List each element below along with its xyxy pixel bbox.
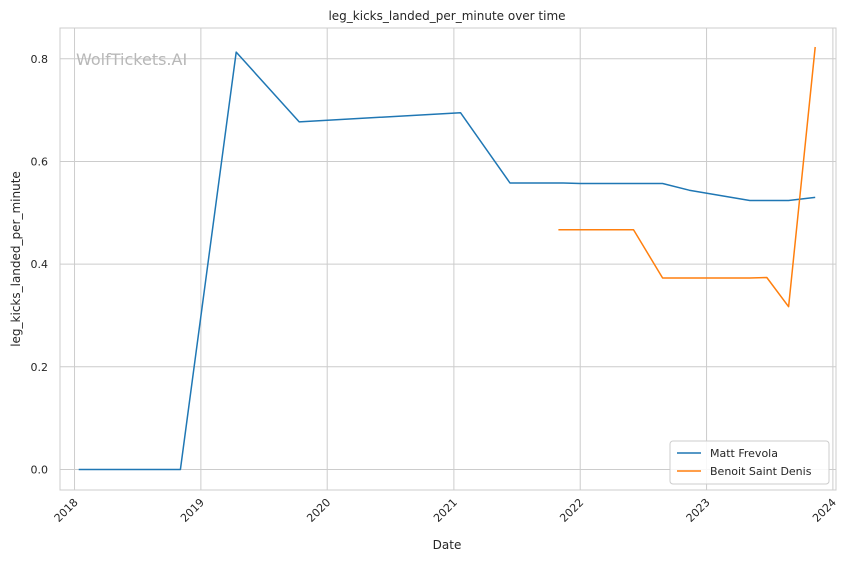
series-line-benoit-saint-denis <box>558 46 816 308</box>
y-axis-label: leg_kicks_landed_per_minute <box>9 171 23 347</box>
legend-label-benoit-saint-denis: Benoit Saint Denis <box>710 465 812 478</box>
legend: Matt Frevola Benoit Saint Denis <box>669 440 830 485</box>
y-tick-label: 0.2 <box>31 361 49 374</box>
y-tick-label: 0.0 <box>31 463 49 476</box>
chart-title: leg_kicks_landed_per_minute over time <box>328 9 565 23</box>
grid <box>60 28 836 490</box>
x-axis-label: Date <box>433 538 462 552</box>
legend-label-matt-frevola: Matt Frevola <box>710 447 778 460</box>
y-axis-ticks: 0.0 0.2 0.4 0.6 0.8 <box>31 53 49 477</box>
plot-frame <box>59 27 837 491</box>
legend-box <box>669 440 830 485</box>
series-line-matt-frevola <box>78 51 816 471</box>
y-tick-label: 0.6 <box>31 155 49 168</box>
y-tick-label: 0.8 <box>31 53 49 66</box>
series-layer <box>78 46 816 471</box>
y-tick-label: 0.4 <box>31 258 49 271</box>
watermark: WolfTickets.AI <box>76 50 187 69</box>
